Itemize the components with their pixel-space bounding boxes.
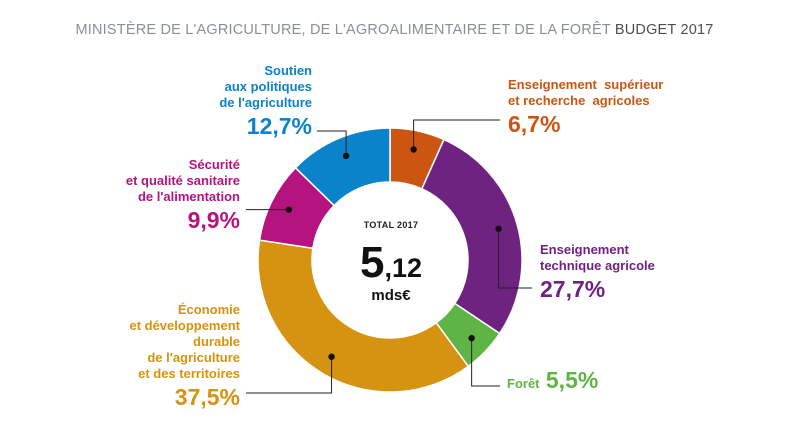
label-economie: Économie et développement durable de l'agri… bbox=[90, 302, 240, 410]
leader-dot bbox=[342, 152, 350, 160]
slice-soutien bbox=[294, 127, 391, 207]
label-percent: 27,7% bbox=[540, 276, 606, 302]
label-line: de l'agriculture bbox=[147, 350, 240, 365]
label-percent: 37,5% bbox=[174, 384, 240, 410]
label-line: et qualité sanitaire bbox=[125, 173, 240, 188]
label-percent: 6,7% bbox=[508, 111, 561, 137]
title-suffix: BUDGET 2017 bbox=[614, 22, 714, 38]
leader-line bbox=[317, 130, 347, 156]
label-line: et recherche agricoles bbox=[508, 93, 650, 108]
label-line: durable bbox=[193, 334, 240, 349]
leader-line bbox=[246, 356, 333, 394]
total-caption: TOTAL 2017 bbox=[363, 220, 419, 230]
label-soutien: Soutien aux politiques de l'agriculture 12,… bbox=[150, 63, 312, 139]
title-prefix: MINISTÈRE DE L'AGRICULTURE, DE L'AGROALI… bbox=[75, 22, 611, 38]
label-line: de l'agriculture bbox=[219, 95, 312, 110]
label-percent: 12,7% bbox=[246, 113, 312, 139]
leader-line bbox=[413, 119, 500, 150]
label-line: Soutien bbox=[264, 63, 312, 78]
label-foret: Forêt 5,5% bbox=[507, 369, 598, 392]
label-line: technique agricole bbox=[540, 258, 655, 273]
leader-dot bbox=[468, 334, 475, 342]
label-percent: 5,5% bbox=[539, 367, 599, 393]
total-value-integer: 5 bbox=[359, 238, 385, 287]
label-enseignement-superieur: Enseignement supérieur et recherche agric… bbox=[508, 77, 663, 137]
total-value: 5,12 bbox=[336, 240, 446, 291]
total-value-decimal: ,12 bbox=[384, 253, 423, 283]
label-securite: Sécurité et qualité sanitaire de l'aliment… bbox=[90, 157, 240, 233]
leader-line bbox=[471, 338, 500, 387]
leader-dot bbox=[495, 225, 502, 233]
page-title: MINISTÈRE DE L'AGRICULTURE, DE L'AGROALI… bbox=[0, 22, 789, 38]
slice-economie bbox=[257, 239, 470, 393]
label-enseignement-technique: Enseignement technique agricole 27,7% bbox=[540, 242, 655, 302]
label-line: et développement bbox=[129, 318, 240, 333]
leader-line bbox=[498, 228, 532, 289]
label-line: aux politiques bbox=[224, 79, 312, 94]
label-line: Forêt bbox=[507, 376, 540, 391]
label-line: Économie bbox=[177, 302, 240, 317]
leader-dot bbox=[328, 353, 335, 360]
label-line: Sécurité bbox=[188, 157, 240, 172]
label-line: de l'alimentation bbox=[137, 189, 240, 204]
label-percent: 9,9% bbox=[187, 207, 240, 233]
label-line: Enseignement supérieur bbox=[508, 77, 664, 92]
slice-enseignement-technique bbox=[420, 138, 523, 335]
leader-dot bbox=[285, 206, 293, 213]
total-unit: mds€ bbox=[371, 287, 411, 304]
label-line: et des territoires bbox=[138, 366, 240, 381]
leader-dot bbox=[410, 146, 417, 153]
label-line: Enseignement bbox=[540, 242, 629, 257]
